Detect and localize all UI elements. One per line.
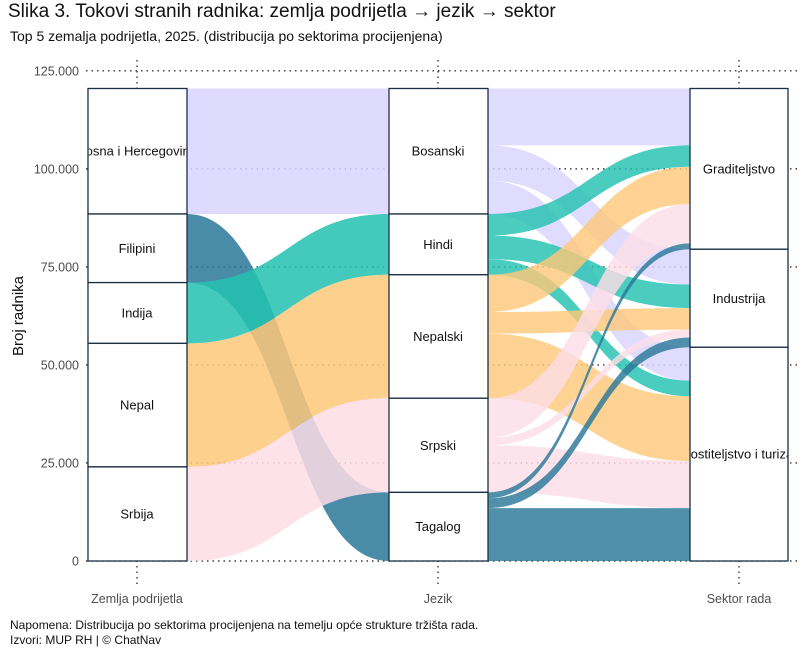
flow-srpski-to-ugostiteljstvo-i-turizam <box>488 445 690 509</box>
chart-title: Slika 3. Tokovi stranih radnika: zemlja … <box>8 1 556 22</box>
node-label: Bosna i Hercegovina <box>77 144 198 159</box>
flow-srpski-to-industrija <box>488 329 690 446</box>
node-label: Srbija <box>120 506 154 521</box>
flow-hindi-to-graditeljstvo <box>488 145 690 236</box>
node-label: Hindi <box>423 237 453 252</box>
node-label: Tagalog <box>415 519 461 534</box>
node-sector-ugostiteljstvo-i-turizam: Ugostiteljstvo i turizam <box>674 346 800 562</box>
node-sector-graditeljstvo: Graditeljstvo <box>689 87 789 250</box>
chart-subtitle: Top 5 zemalja podrijetla, 2025. (distrib… <box>10 28 443 44</box>
flow-nepalski-to-graditeljstvo <box>488 166 690 313</box>
flow-srpski-to-graditeljstvo <box>488 204 690 438</box>
node-country-srbija: Srbija <box>87 466 188 562</box>
node-box <box>689 248 789 348</box>
node-label: Ugostiteljstvo i turizam <box>674 447 800 462</box>
x-axis-label: Zemlja podrijetla <box>91 592 183 606</box>
node-label: Graditeljstvo <box>703 161 775 176</box>
node-country-filipini: Filipini <box>87 213 188 284</box>
flow-nepalski-to-ugostiteljstvo-i-turizam <box>488 333 690 462</box>
node-box <box>388 491 489 562</box>
flow-nepal-to-nepalski <box>187 274 389 467</box>
node-language-bosanski: Bosanski <box>388 87 489 215</box>
flow-tagalog-to-industrija <box>488 337 690 509</box>
y-axis-title: Broj radnika <box>10 275 27 356</box>
y-tick-label: 50.000 <box>41 358 79 372</box>
y-tick-label: 125.000 <box>34 64 79 78</box>
node-label: Filipini <box>119 241 156 256</box>
node-box <box>689 346 789 562</box>
node-country-bosna-i-hercegovina: Bosna i Hercegovina <box>77 87 198 215</box>
node-label: Srpski <box>420 438 456 453</box>
node-box <box>388 87 489 215</box>
footnote: Napomena: Distribucija po sektorima proc… <box>10 618 479 632</box>
y-tick-label: 75.000 <box>41 260 79 274</box>
flow-hindi-to-industrija <box>488 235 690 309</box>
y-tick-label: 0 <box>72 555 79 569</box>
y-tick-label: 100.000 <box>34 162 79 176</box>
flow-bosanski-to-graditeljstvo <box>488 88 690 146</box>
node-sector-industrija: Industrija <box>689 248 789 348</box>
nodes-layer: Bosna i Hercegovina Filipini Indija Nepal Sr… <box>77 87 800 562</box>
flows-layer <box>187 88 690 561</box>
node-label: Industrija <box>713 291 767 306</box>
node-box <box>388 397 489 494</box>
node-language-srpski: Srpski <box>388 397 489 494</box>
node-language-hindi: Hindi <box>388 213 489 276</box>
axis-layer: 0 25.000 50.000 75.000 100.000 125.000 Zemlja … <box>10 64 771 606</box>
x-axis-label: Jezik <box>424 592 453 606</box>
flow-indija-to-hindi <box>187 213 389 344</box>
flow-srbija-to-srpski <box>187 398 389 561</box>
flow-tagalog-to-ugostiteljstvo-i-turizam <box>488 508 690 561</box>
node-box <box>87 466 188 562</box>
y-tick-label: 25.000 <box>41 456 79 470</box>
node-label: Nepal <box>120 398 154 413</box>
node-label: Indija <box>121 305 153 320</box>
node-country-indija: Indija <box>87 281 188 345</box>
node-box <box>689 87 789 250</box>
node-label: Bosanski <box>412 144 465 159</box>
node-language-tagalog: Tagalog <box>388 491 489 562</box>
source-line: Izvori: MUP RH | © ChatNav <box>10 633 162 647</box>
node-box <box>87 342 188 468</box>
flow-bosna-i-hercegovina-to-bosanski <box>187 88 389 214</box>
flow-tagalog-to-graditeljstvo <box>488 243 690 499</box>
node-box <box>87 213 188 284</box>
node-country-nepal: Nepal <box>87 342 188 468</box>
x-axis-label: Sektor rada <box>707 592 772 606</box>
node-label: Nepalski <box>413 329 463 344</box>
node-language-nepalski: Nepalski <box>388 274 489 399</box>
node-box <box>388 274 489 399</box>
